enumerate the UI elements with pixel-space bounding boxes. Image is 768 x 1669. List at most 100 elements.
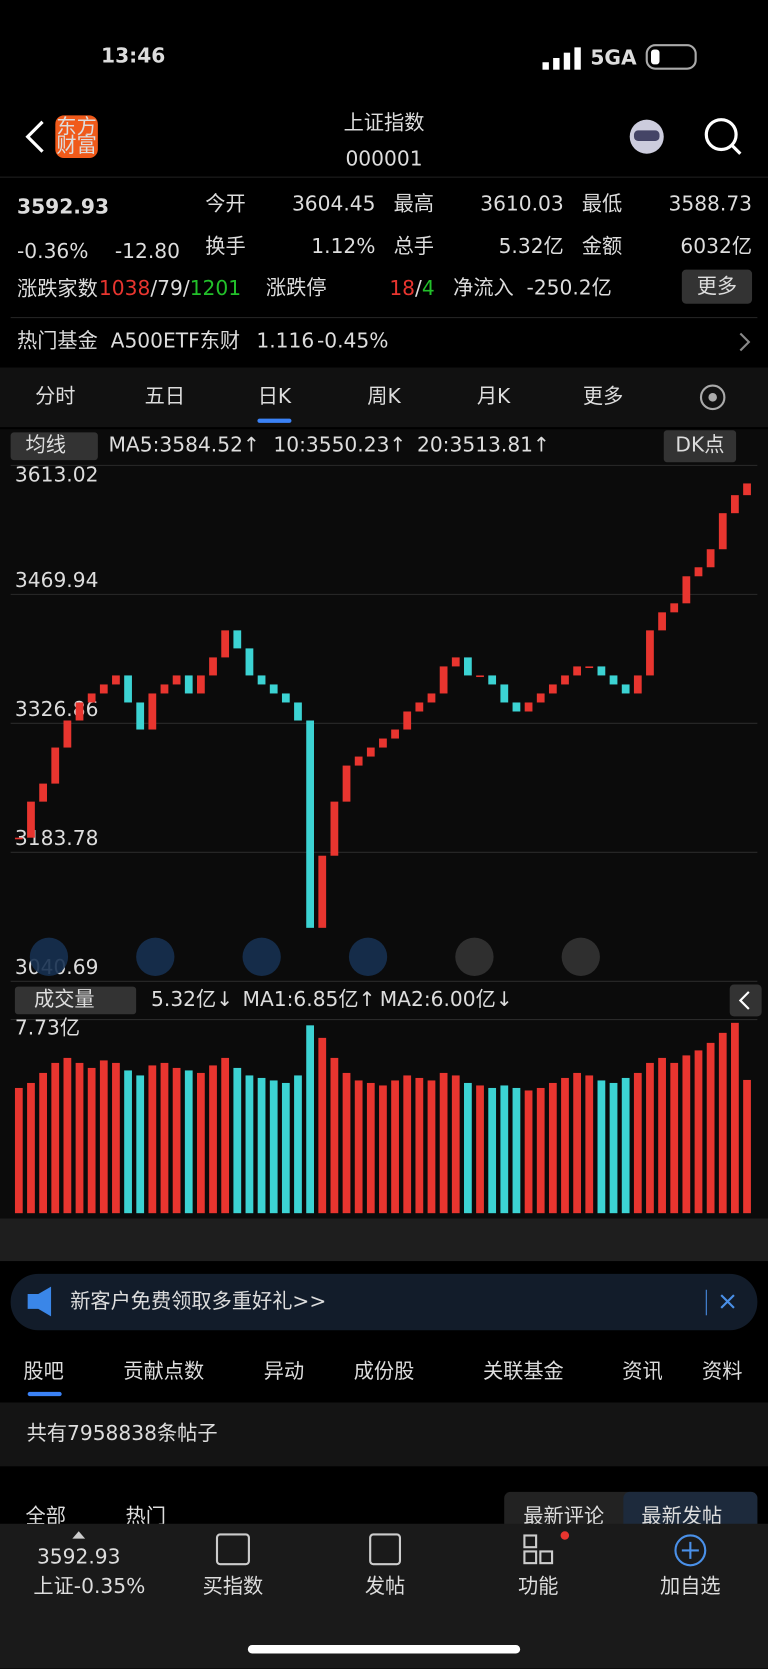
volume-bar [621, 1077, 630, 1214]
field-label: 金额 [582, 234, 622, 258]
banner-close[interactable] [720, 1294, 735, 1309]
volume-bar [257, 1077, 266, 1214]
fund-change: -0.45% [317, 329, 388, 353]
volume-bar [221, 1057, 230, 1214]
chart-control[interactable] [455, 937, 494, 976]
candle [500, 684, 509, 703]
bottom-index: 上证-0.35% [33, 1574, 145, 1598]
volume-bar [524, 1090, 533, 1214]
section-tab[interactable]: 成份股 [354, 1359, 415, 1383]
ma-button-label: 均线 [26, 433, 66, 457]
candle [136, 702, 145, 730]
bottom-item[interactable]: 功能 [518, 1574, 558, 1598]
volume-bar [500, 1085, 509, 1214]
down-count: 1201 [190, 275, 241, 299]
bottom-item[interactable]: 加自选 [660, 1574, 721, 1598]
period-tab[interactable]: 五日 [145, 384, 185, 408]
clock: 13:46 [101, 43, 165, 67]
bottom-item[interactable]: 发帖 [365, 1574, 405, 1598]
volume-bar [136, 1075, 145, 1214]
volume-bar [366, 1082, 375, 1214]
candle [27, 801, 35, 838]
post-row [0, 1402, 768, 1467]
candle [706, 549, 715, 568]
settings-icon[interactable] [699, 384, 726, 411]
volume-bar [609, 1082, 618, 1214]
caret [72, 1531, 86, 1539]
more-label: 更多 [697, 274, 737, 298]
network: 5GA [590, 46, 637, 70]
candle [75, 702, 84, 721]
fund-label: 热门基金 [17, 329, 98, 353]
period-tab[interactable]: 分时 [35, 384, 75, 408]
volume-bar [318, 1037, 327, 1214]
section-tab[interactable]: 关联基金 [483, 1359, 564, 1383]
inflow-label: 净流入 [453, 275, 514, 299]
candle [633, 675, 642, 694]
back-button[interactable] [25, 120, 44, 153]
vol-button-label: 成交量 [34, 987, 95, 1011]
candle [330, 801, 339, 856]
field-value: 3604.45 [292, 191, 376, 215]
candle [682, 576, 691, 604]
chart-control[interactable] [29, 937, 69, 976]
chart-control[interactable] [561, 937, 600, 976]
candle [63, 720, 72, 748]
candle [99, 684, 108, 694]
volume-bar [306, 1025, 314, 1214]
field-label: 最高 [394, 191, 434, 215]
volume-bar [39, 1072, 47, 1214]
chart-control[interactable] [242, 937, 281, 976]
volume-bar [415, 1077, 424, 1214]
candle [439, 666, 448, 694]
ma-button[interactable] [10, 432, 98, 461]
period-tab[interactable]: 日K [258, 384, 292, 408]
bottom-price: 3592.93 [37, 1544, 121, 1568]
collapse-button[interactable] [729, 984, 762, 1017]
period-tab[interactable]: 周K [367, 384, 401, 408]
volume-bar [476, 1085, 484, 1214]
vol-button[interactable] [14, 986, 137, 1015]
breadth: 1038/79/1201 [99, 275, 241, 299]
period-tab[interactable]: 月K [477, 384, 511, 408]
search-button[interactable] [704, 118, 742, 155]
banner[interactable] [10, 1273, 758, 1331]
section-tab[interactable]: 资讯 [622, 1359, 662, 1383]
volume-bar [51, 1062, 60, 1214]
volume-bar [281, 1082, 290, 1214]
logo [55, 115, 98, 158]
volume-bar [184, 1070, 193, 1214]
chart-control[interactable] [348, 937, 388, 976]
add-icon [674, 1534, 707, 1567]
section-tab[interactable]: 资料 [702, 1359, 742, 1383]
volume-bar [464, 1082, 472, 1214]
candle [209, 657, 217, 676]
robot-icon[interactable] [629, 119, 664, 154]
field-label: 最低 [582, 191, 622, 215]
chart-control[interactable] [136, 937, 175, 976]
candle [184, 675, 193, 694]
volume-bar [233, 1067, 242, 1214]
section-tab[interactable]: 股吧 [23, 1359, 63, 1383]
section-tab[interactable]: 异动 [264, 1359, 304, 1383]
battery-level [650, 49, 660, 65]
bottom-item[interactable]: 买指数 [203, 1574, 264, 1598]
volume-bar [488, 1087, 497, 1214]
volume-bar [209, 1065, 217, 1214]
field-value: 6032亿 [680, 234, 752, 258]
post-icon [369, 1533, 402, 1566]
candle [512, 702, 521, 712]
more-button[interactable] [681, 269, 753, 304]
volume-bar [439, 1072, 448, 1214]
period-tab[interactable]: 更多 [583, 384, 623, 408]
dk-button[interactable] [663, 430, 737, 463]
candle [221, 630, 230, 658]
vol-ma1: MA1:6.85亿↑ [243, 987, 376, 1011]
section-tab[interactable]: 贡献点数 [123, 1359, 204, 1383]
bottom-bar [0, 1523, 768, 1669]
candle [718, 513, 727, 550]
volume-bar [706, 1042, 715, 1214]
volume-bar [330, 1057, 339, 1214]
candle [197, 675, 205, 694]
